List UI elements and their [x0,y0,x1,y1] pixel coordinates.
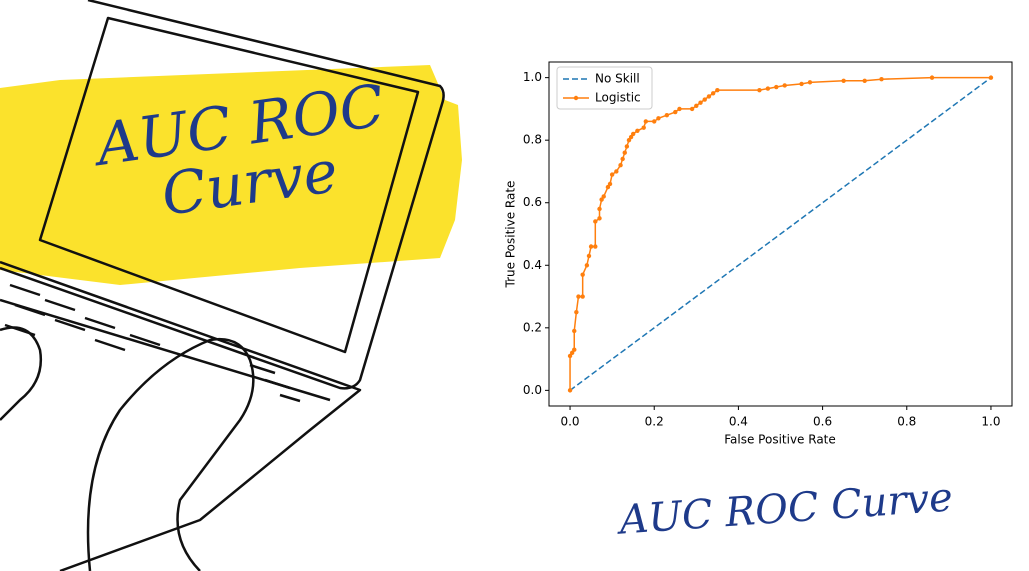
point [656,116,661,121]
point [597,216,602,221]
point [841,78,846,83]
point [677,106,682,112]
point [607,181,613,187]
point [879,77,884,82]
x-tick-label: 0.6 [813,415,832,429]
point [807,80,813,85]
point [652,119,657,124]
point [593,244,598,249]
point [628,134,634,140]
x-tick-label: 0.2 [645,415,664,429]
point [597,206,602,212]
point [673,109,678,115]
y-tick-label: 0.8 [523,133,542,147]
point [569,350,575,356]
point [618,163,623,168]
y-tick-label: 0.0 [523,383,542,397]
point [599,197,604,202]
series-line [569,77,992,391]
point [694,103,699,108]
point [765,86,771,91]
point [572,328,577,334]
point [715,87,720,93]
point [567,353,573,359]
x-tick-label: 0.0 [560,415,579,429]
point [710,91,716,96]
point [774,84,779,90]
point [702,97,707,102]
point [929,75,935,80]
point [574,309,579,315]
point [643,119,649,124]
point [605,184,611,190]
point [782,83,787,88]
point [988,75,994,80]
y-tick-label: 1.0 [523,70,542,84]
point [635,128,640,133]
point [576,294,581,299]
point [622,150,627,155]
point [862,78,867,83]
point [572,347,577,352]
x-tick-label: 1.0 [981,415,1000,429]
point [593,219,598,224]
y-tick-label: 0.2 [523,320,542,334]
point [664,112,670,118]
point [630,131,636,137]
point [580,294,585,299]
point [799,81,804,87]
legend-label: No Skill [595,72,640,86]
point [757,87,762,93]
x-axis-label: False Positive Rate [724,433,836,447]
point [706,94,712,99]
yellow-brush [0,65,462,285]
laptop [0,0,445,571]
point [620,156,625,162]
point [601,194,606,199]
point [698,100,703,105]
point [614,169,619,174]
x-tick-label: 0.8 [897,415,916,429]
point [588,244,594,249]
point [641,125,646,130]
point [580,272,585,277]
y-axis-label: True Positive Rate [504,181,518,289]
legend-marker [573,95,579,101]
illustration: AUC ROC Curve AUC ROC Curve [0,0,954,571]
point [689,106,695,112]
point [624,144,630,149]
legend-label: Logistic [595,91,641,105]
x-tick-label: 0.4 [729,415,748,429]
y-tick-label: 0.6 [523,195,542,209]
point [567,388,573,393]
point [584,263,590,268]
point [626,137,632,143]
plot-frame [548,61,1013,407]
point [609,172,615,177]
point [586,253,592,259]
legend: No Skill Logistic [556,66,653,110]
roc-chart: False Positive Rate True Positive Rate 0… [504,61,1013,447]
caption: AUC ROC Curve [614,474,954,543]
y-tick-label: 0.4 [523,258,542,272]
